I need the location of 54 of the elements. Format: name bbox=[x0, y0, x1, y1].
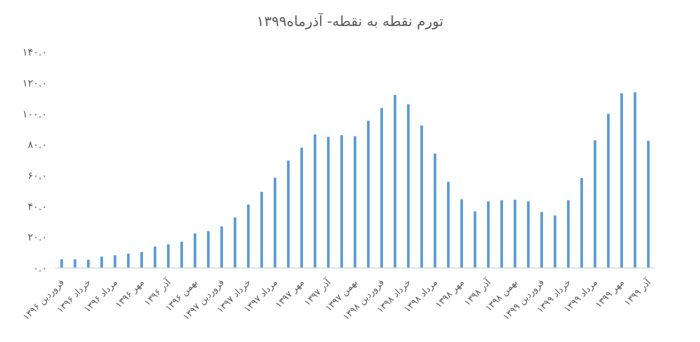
bar bbox=[287, 160, 290, 268]
y-tick-label: ۶۰.۰ bbox=[28, 170, 47, 182]
bar bbox=[314, 134, 316, 268]
bar bbox=[127, 254, 130, 268]
bar bbox=[60, 259, 63, 268]
bar bbox=[100, 256, 103, 268]
bar bbox=[447, 182, 450, 268]
y-tick-label: ۱۰۰.۰ bbox=[22, 109, 47, 120]
bar bbox=[434, 154, 436, 268]
bar bbox=[620, 93, 623, 268]
bar bbox=[180, 242, 183, 268]
bar bbox=[274, 178, 276, 268]
bar bbox=[647, 140, 650, 268]
bar bbox=[420, 125, 423, 268]
bar bbox=[380, 108, 383, 268]
bar bbox=[140, 252, 143, 268]
bar bbox=[194, 233, 196, 268]
chart-title: تورم نقطه به نقطه- آذرماه۱۳۹۹ bbox=[256, 14, 444, 30]
bar bbox=[340, 135, 343, 268]
bar bbox=[460, 199, 463, 268]
y-tick-label: ۴۰.۰ bbox=[28, 202, 47, 213]
bar bbox=[474, 211, 476, 268]
y-tick-label: ۲۰.۰ bbox=[28, 232, 47, 244]
bar bbox=[394, 94, 396, 268]
bar bbox=[260, 192, 263, 268]
bar bbox=[634, 92, 636, 268]
bar bbox=[487, 201, 490, 268]
bar bbox=[367, 120, 370, 268]
bar bbox=[527, 201, 530, 268]
bar bbox=[207, 231, 210, 268]
bar bbox=[154, 246, 156, 268]
bar bbox=[327, 136, 330, 268]
bar bbox=[300, 148, 303, 268]
y-tick-label: ۱۴۰.۰ bbox=[22, 48, 47, 59]
bar bbox=[87, 260, 90, 268]
y-tick-label: ۸۰.۰ bbox=[28, 140, 47, 152]
bar bbox=[567, 200, 570, 268]
bar bbox=[594, 140, 596, 268]
bar bbox=[554, 215, 556, 268]
bar bbox=[607, 114, 610, 268]
bar bbox=[540, 212, 543, 268]
y-tick-label: ۱۲۰.۰ bbox=[22, 78, 47, 90]
bar bbox=[500, 200, 503, 268]
bar bbox=[234, 217, 236, 268]
bar bbox=[514, 200, 516, 268]
bar bbox=[580, 178, 583, 268]
bar bbox=[114, 255, 116, 268]
bar bbox=[354, 136, 356, 268]
bar bbox=[220, 226, 223, 268]
bar bbox=[247, 204, 250, 268]
y-tick-label: ۰.۰ bbox=[33, 264, 47, 275]
bar bbox=[407, 104, 410, 268]
bar bbox=[167, 244, 170, 268]
bar bbox=[74, 259, 76, 268]
